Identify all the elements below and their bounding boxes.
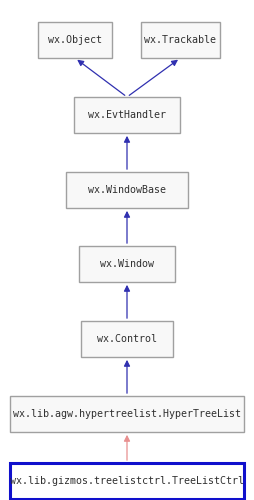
Bar [10,463,244,499]
Text: wx.lib.gizmos.treelistctrl.TreeListCtrl: wx.lib.gizmos.treelistctrl.TreeListCtrl [10,476,244,486]
Bar [10,396,244,432]
Text: wx.Trackable: wx.Trackable [144,35,216,45]
Bar [74,97,180,133]
Bar [141,22,220,58]
Text: wx.lib.agw.hypertreelist.HyperTreeList: wx.lib.agw.hypertreelist.HyperTreeList [13,409,241,419]
Bar [79,246,175,282]
Text: wx.Window: wx.Window [100,259,154,269]
Text: wx.EvtHandler: wx.EvtHandler [88,110,166,120]
Text: wx.Control: wx.Control [97,334,157,344]
Text: wx.WindowBase: wx.WindowBase [88,185,166,195]
Bar [38,22,112,58]
Bar [81,321,173,357]
Text: wx.Object: wx.Object [48,35,102,45]
Bar [66,172,188,208]
